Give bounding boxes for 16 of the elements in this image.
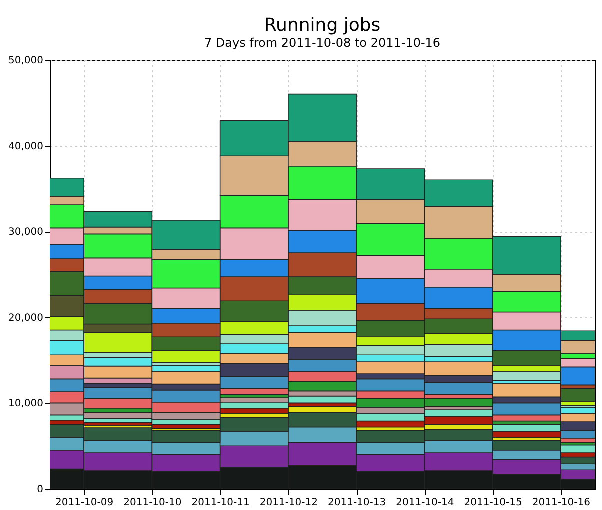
y-tick-label: 10,000 [8, 398, 44, 410]
x-tick-label: 2011-10-12 [260, 498, 318, 508]
y-tick-label: 20,000 [8, 312, 44, 324]
y-tick-label: 40,000 [8, 141, 44, 152]
x-tick-label: 2011-10-09 [56, 498, 114, 508]
y-tick-label: 50,000 [8, 56, 44, 66]
y-tick-label: 0 [37, 484, 44, 496]
chart-title: Running jobs [264, 15, 381, 36]
x-tick-label: 2011-10-16 [532, 498, 590, 508]
x-tick-label: 2011-10-13 [328, 498, 386, 508]
chart-subtitle: 7 Days from 2011-10-08 to 2011-10-16 [204, 36, 441, 50]
x-tick-label: 2011-10-14 [396, 498, 454, 508]
x-tick-label: 2011-10-15 [464, 498, 522, 508]
x-tick-label: 2011-10-11 [192, 498, 250, 508]
x-tick-label: 2011-10-10 [124, 498, 182, 508]
y-tick-label: 30,000 [8, 227, 44, 238]
